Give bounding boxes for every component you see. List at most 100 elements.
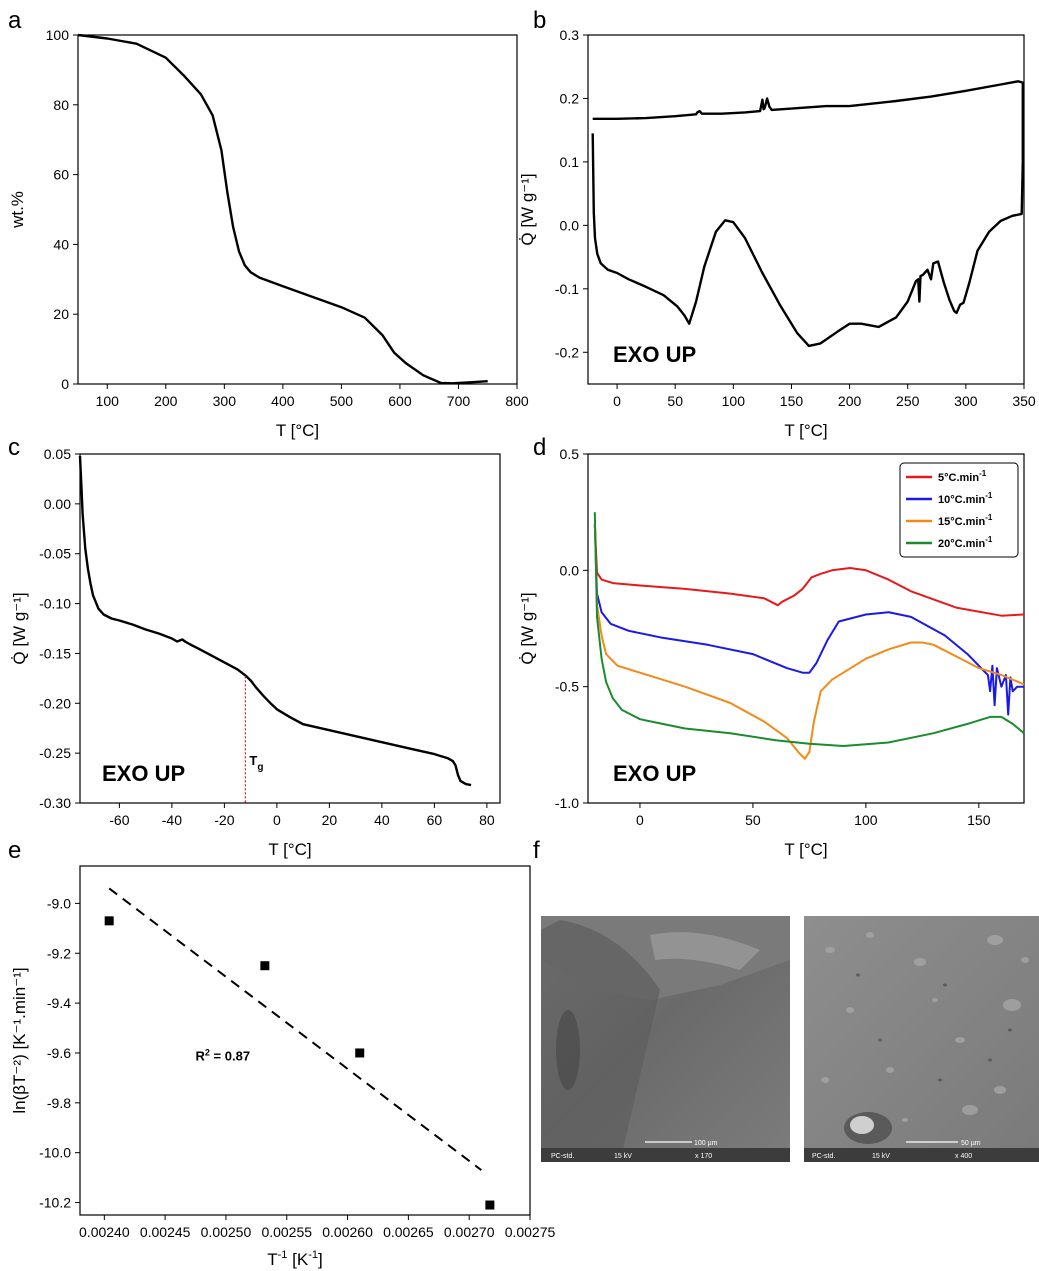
sem-image-1-debris xyxy=(650,932,760,970)
chart-panel-a: 100 200 300 400 500 600 700 800 0 20 40 60 80 100 T [°… xyxy=(8,27,529,440)
y-tick-label: 0.1 xyxy=(560,154,580,170)
x-tick-label: 50 xyxy=(745,812,761,828)
x-tick-label: 250 xyxy=(896,393,920,409)
sem-image-1: 100 µm PC-std. 15 kV x 170 xyxy=(541,916,790,1162)
legend-label: 20°C.min-1 xyxy=(938,535,993,550)
x-tick-label: 0.00260 xyxy=(322,1224,373,1240)
r-squared-label: R2 = 0.87 xyxy=(196,1047,251,1063)
x-tick-label: 600 xyxy=(388,393,412,409)
series-line xyxy=(78,455,472,787)
y-tick-label: -0.10 xyxy=(39,596,71,612)
x-tick-label: 0.00250 xyxy=(201,1224,252,1240)
x-tick-label: 0.00240 xyxy=(79,1224,130,1240)
y-tick-label: -0.25 xyxy=(39,745,71,761)
y-tick-label: -0.05 xyxy=(39,546,71,562)
panel-label-f: f xyxy=(533,837,540,864)
panel-label-d: d xyxy=(533,434,546,461)
series-line xyxy=(593,523,1025,760)
y-tick-label: 0.05 xyxy=(44,446,71,462)
panel-label-c: c xyxy=(8,434,20,461)
y-tick-label: 0.3 xyxy=(560,27,580,43)
x-tick-label: 60 xyxy=(427,812,443,828)
x-tick-label: 100 xyxy=(854,812,878,828)
plot-frame xyxy=(587,34,1025,385)
y-tick-label: 0.00 xyxy=(44,496,71,512)
x-tick-label: 0.00245 xyxy=(140,1224,191,1240)
x-tick-label: 20 xyxy=(322,812,338,828)
chart-panel-c: -60 -40 -20 0 20 40 60 80 -0.30 -0.25 -0.20 -0.15 -0… xyxy=(10,446,501,859)
y-tick-label: 20 xyxy=(53,306,69,322)
x-tick-label: 150 xyxy=(967,812,991,828)
x-tick-label: 40 xyxy=(374,812,390,828)
legend-label: 15°C.min-1 xyxy=(938,513,993,528)
y-tick-label: 100 xyxy=(46,27,70,43)
x-tick-label: 100 xyxy=(722,393,746,409)
exo-up-annotation: EXO UP xyxy=(613,761,696,786)
x-tick-label: -60 xyxy=(109,812,129,828)
sem-image-2-magnification: x 400 xyxy=(955,1153,972,1160)
data-point xyxy=(355,1048,365,1058)
y-tick-label: -0.30 xyxy=(39,795,71,811)
exo-up-annotation: EXO UP xyxy=(102,761,185,786)
x-tick-label: 80 xyxy=(479,812,495,828)
series-line xyxy=(593,523,1025,617)
y-tick-label: -0.2 xyxy=(555,344,579,360)
exo-up-annotation: EXO UP xyxy=(613,342,696,367)
y-axis-label: wt.% xyxy=(8,191,27,229)
legend-box xyxy=(899,462,1019,558)
x-tick-label: 400 xyxy=(271,393,295,409)
y-tick-label: 0.0 xyxy=(560,217,580,233)
x-tick-label: 100 xyxy=(96,393,120,409)
sem-image-2-scale-label: 50 µm xyxy=(961,1140,981,1147)
sem-image-2-inclusion xyxy=(850,1116,874,1134)
plot-frame xyxy=(79,453,501,804)
x-tick-label: 500 xyxy=(330,393,354,409)
data-point xyxy=(260,961,270,971)
y-tick-label: 0.2 xyxy=(560,90,580,106)
x-tick-label: 0 xyxy=(273,812,281,828)
panel-label-a: a xyxy=(8,7,22,34)
y-tick-label: -10.2 xyxy=(39,1195,71,1211)
chart-panel-b: 0 50 100 150 200 250 300 350 -0.2 -0.1 0.0 0.1 0.2 0.… xyxy=(518,27,1036,440)
y-axis-label: Q̇ [W g⁻¹] xyxy=(518,592,537,664)
y-axis-label: Q̇ [W g⁻¹] xyxy=(10,592,29,664)
y-tick-label: 80 xyxy=(53,97,69,113)
sem-image-2: 50 µm PC-std. 15 kV x 400 xyxy=(804,916,1039,1162)
x-tick-label: 0 xyxy=(613,393,621,409)
x-axis-label: T [°C] xyxy=(276,421,319,440)
plot-frame xyxy=(77,34,518,385)
sem-image-1-infobar xyxy=(541,1148,790,1162)
x-tick-label: 350 xyxy=(1012,393,1036,409)
x-tick-label: 700 xyxy=(447,393,471,409)
y-tick-label: 40 xyxy=(53,236,69,252)
x-tick-label: 0.00255 xyxy=(261,1224,312,1240)
y-tick-label: -0.5 xyxy=(555,679,579,695)
y-axis-label: Q̇ [W g⁻¹] xyxy=(518,173,537,245)
sem-image-2-pores xyxy=(856,973,1012,1082)
y-tick-label: -9.4 xyxy=(47,995,71,1011)
y-tick-label: -0.1 xyxy=(555,281,579,297)
legend: 5°C.min-1 10°C.min-1 15°C.min-1 20°C.min-1 xyxy=(899,462,1019,558)
sem-image-1-fracture-face xyxy=(541,920,660,1162)
chart-panel-e: 0.00240 0.00245 0.00250 0.00255 0.00260 0.002… xyxy=(10,865,556,1269)
x-axis-label: T [°C] xyxy=(268,840,311,859)
sem-image-2-sample: PC-std. xyxy=(812,1153,835,1160)
y-tick-label: -0.15 xyxy=(39,645,71,661)
x-tick-label: 200 xyxy=(838,393,862,409)
legend-label: 10°C.min-1 xyxy=(938,491,993,506)
x-tick-label: 0 xyxy=(636,812,644,828)
data-point xyxy=(485,1200,495,1210)
x-tick-label: 800 xyxy=(505,393,529,409)
y-tick-label: -9.2 xyxy=(47,945,71,961)
y-axis-label: ln(βT⁻²) [K⁻¹.min⁻¹] xyxy=(10,967,29,1113)
chart-panel-d: 0 50 100 150 -1.0 -0.5 0.0 0.5 T [°C] Q̇ [W g⁻¹] E… xyxy=(518,446,1025,859)
sem-image-2-particles xyxy=(821,932,1029,1122)
panel-label-e: e xyxy=(8,837,21,864)
y-tick-label: -9.0 xyxy=(47,895,71,911)
sem-image-2-infobar xyxy=(804,1148,1039,1162)
x-tick-label: -20 xyxy=(214,812,234,828)
x-axis-label: T [°C] xyxy=(784,840,827,859)
x-axis-label: T-1 [K-1] xyxy=(267,1249,322,1269)
x-tick-label: 0.00275 xyxy=(505,1224,556,1240)
